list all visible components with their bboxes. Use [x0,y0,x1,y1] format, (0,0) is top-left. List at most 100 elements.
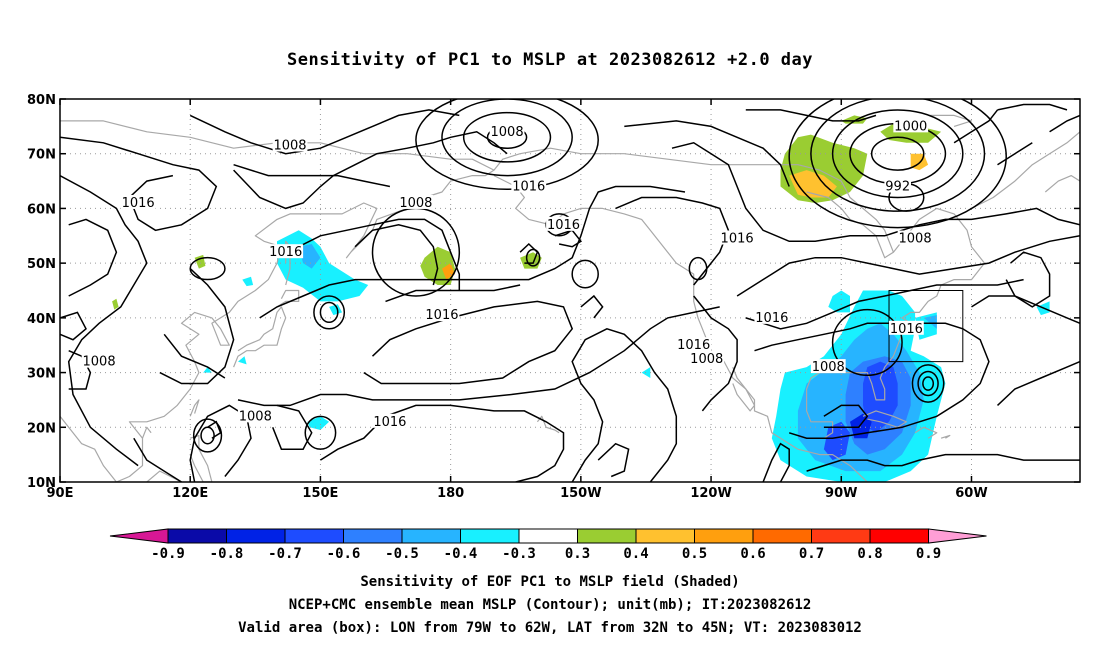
coastline-segment [928,114,973,127]
shading-patch [298,244,321,269]
colorbar-swatch [167,528,227,544]
x-tick-label: 150W [560,486,601,501]
contour-label: 992 [885,180,910,195]
contour-label: 1016 [890,322,923,337]
colorbar-swatch [226,528,286,544]
isobar [1049,114,1080,133]
x-tick-label: 150E [302,486,338,501]
isobar [163,333,226,379]
isobar-ring [304,415,337,450]
contour-label: 1008 [239,409,272,424]
isobar [624,120,790,187]
isobar [298,218,461,291]
contour-label: 1016 [425,308,458,323]
contour-label-bg [676,337,712,352]
isobar [385,284,521,303]
coastline-segment [189,399,200,417]
colorbar-label: -0.9 [151,546,185,562]
isobar-ring [525,248,541,267]
y-tick-label: 80N [27,93,56,108]
x-tick-label: 90E [47,486,74,501]
colorbar-swatch [401,528,461,544]
colorbar-swatch [635,528,695,544]
isobar-ring [313,295,346,330]
shading-patch [194,254,206,269]
x-tick-label: 60W [955,486,987,501]
isobar [233,163,391,188]
shading-patch [238,356,247,365]
contour-label: 1008 [273,139,306,154]
colorbar-label: -0.4 [444,546,478,562]
contour-label: 1008 [399,196,432,211]
mslp-contours [60,99,1080,482]
colorbar-label: 0.6 [740,546,765,562]
colorbar-label: 0.9 [916,546,941,562]
y-tick-label: 20N [27,421,56,436]
coastline-segment [233,306,287,368]
isobar [233,131,508,210]
isobar [68,350,92,390]
x-tick-label: 120W [690,486,731,501]
isobar-ring [870,136,925,171]
coastline-segment [732,366,756,412]
colorbar-swatch [869,528,929,544]
contour-label-bg [237,408,273,423]
colorbar-label: -0.3 [502,546,536,562]
isobar-ring [189,256,226,281]
shading-patch [203,367,212,373]
contour-label-bg [511,178,547,193]
isobar [363,300,574,385]
colorbar-label: 0.4 [623,546,648,562]
isobar [571,327,678,482]
isobar-ring [571,259,599,289]
y-tick-label: 30N [27,367,56,382]
isobar [68,218,118,297]
coastline-segment [146,470,182,482]
caption-valid-area: Valid area (box): LON from 79W to 62W, L… [238,620,862,636]
colorbar-label: 0.3 [565,546,590,562]
isobar [259,185,686,319]
contour-label: 1016 [547,218,580,233]
isobar [207,420,222,439]
contour-label: 1000 [894,119,927,134]
isobar [736,235,1080,297]
colorbar-label: -0.6 [327,546,361,562]
caption-shading: Sensitivity of EOF PC1 to MSLP field (Sh… [360,574,740,590]
colorbar-swatch [460,528,520,544]
coastline-segment [862,410,907,428]
plot-title: Sensitivity of PC1 to MSLP at 2023082612… [286,50,813,70]
shading-patch [329,304,343,316]
colorbar-swatch [694,528,754,544]
contour-label-bg [719,230,755,245]
isobar-ring [831,308,903,377]
colorbar-swatch [752,528,812,544]
y-tick-label: 70N [27,148,56,163]
contour-label: 1016 [269,245,302,260]
isobar-ring [810,99,986,212]
isobar [745,109,877,122]
coastline-segment [806,207,986,439]
contour-label-bg [810,359,846,374]
coastline-segment [189,434,213,482]
coastline-segment [971,99,1080,209]
graticule-grid [60,99,1080,482]
isobar [1005,251,1051,308]
isobar [971,295,1080,324]
colorbar-label: 0.5 [682,546,707,562]
contour-label: 1008 [491,125,524,140]
isobar-ring [319,301,339,323]
contour-label-bg [754,309,790,324]
shading-patch [112,298,119,310]
isobar-ring [917,370,939,397]
shading-patch [789,170,837,198]
contour-label-bg [689,350,725,365]
y-tick-label: 40N [27,312,56,327]
colorbar-low-triangle [109,528,169,544]
colorbar-high-triangle [928,528,987,544]
isobar [354,224,439,286]
colorbar: -0.9 -0.8 -0.7 -0.6 -0.5 -0.4 -0.3 0.3 0.4 0.5 0.6… [109,528,987,562]
contour-label: 1008 [83,355,116,370]
contour-label: 1016 [755,311,788,326]
colorbar-swatch [577,528,637,544]
